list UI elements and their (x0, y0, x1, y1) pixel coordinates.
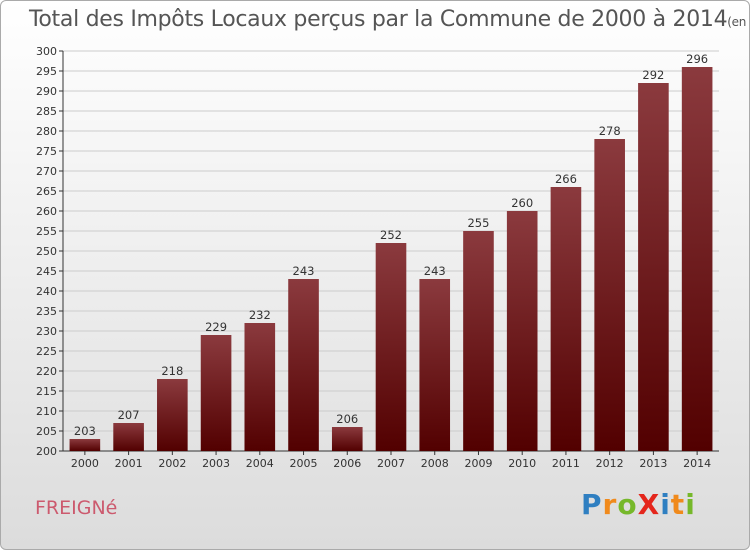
data-label: 292 (642, 68, 664, 82)
bar (506, 211, 538, 451)
x-tick-label: 2004 (246, 457, 274, 470)
bar (594, 139, 625, 451)
y-tick-label: 215 (36, 385, 57, 398)
bar (550, 187, 582, 451)
x-tick-label: 2002 (158, 457, 186, 470)
bar (113, 423, 144, 451)
data-label: 252 (380, 228, 402, 242)
y-tick-label: 225 (36, 345, 57, 358)
y-tick-label: 260 (36, 205, 57, 218)
data-label: 232 (249, 308, 271, 322)
x-tick-label: 2014 (683, 457, 711, 470)
y-tick-label: 295 (36, 65, 57, 78)
x-tick-label: 2012 (596, 457, 624, 470)
data-label: 203 (74, 424, 96, 438)
data-label: 296 (686, 52, 708, 66)
logo-letter: i (685, 488, 696, 521)
data-label: 229 (205, 320, 227, 334)
y-tick-label: 235 (36, 305, 57, 318)
bar (244, 323, 276, 451)
x-tick-label: 2010 (508, 457, 536, 470)
y-tick-label: 280 (36, 125, 57, 138)
logo-letter: r (602, 488, 618, 521)
y-tick-label: 285 (36, 105, 57, 118)
x-tick-label: 2009 (464, 457, 492, 470)
data-label: 255 (467, 216, 489, 230)
bar (69, 439, 101, 451)
y-tick-label: 230 (36, 325, 57, 338)
bar (200, 335, 232, 451)
bar (638, 83, 669, 451)
x-tick-label: 2006 (333, 457, 361, 470)
x-tick-label: 2007 (377, 457, 405, 470)
y-tick-label: 200 (36, 445, 57, 458)
y-tick-label: 220 (36, 365, 57, 378)
y-tick-label: 270 (36, 165, 57, 178)
y-tick-label: 275 (36, 145, 57, 158)
proxiti-logo: ProXiti (581, 488, 696, 521)
bar (288, 279, 319, 451)
bar (375, 243, 407, 451)
chart-title-text: Total des Impôts Locaux perçus par la Co… (29, 7, 728, 32)
y-tick-label: 265 (36, 185, 57, 198)
y-tick-label: 255 (36, 225, 57, 238)
data-label: 278 (599, 124, 621, 138)
x-tick-label: 2003 (202, 457, 230, 470)
data-label: 206 (336, 412, 358, 426)
logo-letter: P (581, 488, 603, 521)
logo-letter: i (660, 488, 671, 521)
bar (463, 231, 494, 451)
y-tick-label: 290 (36, 85, 57, 98)
data-label: 218 (161, 364, 183, 378)
data-label: 266 (555, 172, 577, 186)
logo-letter: o (617, 488, 638, 521)
y-tick-label: 210 (36, 405, 57, 418)
bar (331, 427, 363, 451)
bar (157, 379, 188, 451)
data-label: 207 (118, 408, 140, 422)
logo-letter: t (670, 488, 686, 521)
y-tick-label: 240 (36, 285, 57, 298)
commune-name: FREIGNé (35, 497, 118, 519)
x-tick-label: 2008 (421, 457, 449, 470)
data-label: 243 (424, 264, 446, 278)
x-tick-label: 2001 (115, 457, 143, 470)
chart-title: Total des Impôts Locaux perçus par la Co… (29, 7, 749, 32)
y-tick-label: 245 (36, 265, 57, 278)
x-tick-label: 2005 (290, 457, 318, 470)
bar (419, 279, 451, 451)
unit-note: (en milliers d'€) (727, 15, 749, 29)
y-tick-label: 205 (36, 425, 57, 438)
x-tick-label: 2013 (639, 457, 667, 470)
x-tick-label: 2011 (552, 457, 580, 470)
data-label: 243 (293, 264, 315, 278)
logo-letter: X (637, 488, 661, 521)
data-label: 260 (511, 196, 533, 210)
y-tick-label: 250 (36, 245, 57, 258)
x-tick-label: 2000 (71, 457, 99, 470)
y-tick-label: 300 (36, 45, 57, 58)
bar (681, 67, 713, 451)
